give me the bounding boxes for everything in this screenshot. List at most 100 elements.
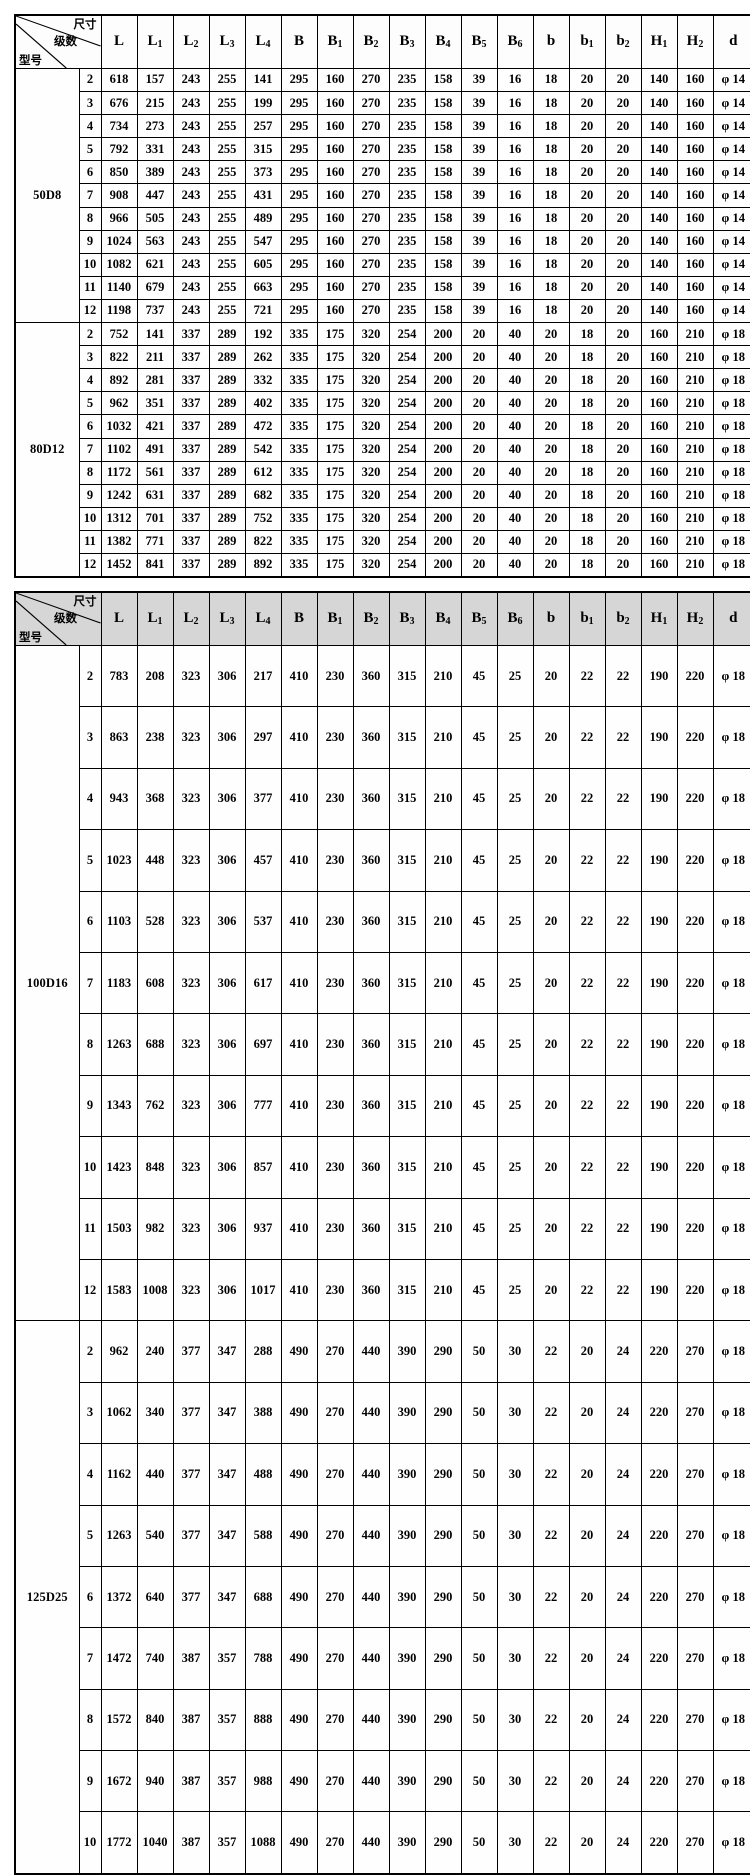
cell-B3: 235	[388, 160, 426, 185]
cell-b2: 22	[604, 890, 642, 954]
cell-B6: 40	[496, 552, 534, 578]
cell-B5: 50	[460, 1381, 498, 1445]
cell-H2: 270	[676, 1750, 714, 1813]
cell-b1: 20	[568, 1320, 606, 1383]
cell-H2: 160	[676, 275, 714, 300]
cell-L2: 337	[172, 414, 210, 439]
table-row: 11 1382 771 337 289 822 335 175 320 254 200 20 40 20 1…	[15, 529, 750, 554]
cell-L: 1452	[100, 552, 138, 578]
cell-L4: 612	[244, 460, 282, 485]
cell-L2: 243	[172, 114, 210, 139]
cell-b1: 18	[568, 391, 606, 416]
stage-count-cell: 6	[78, 1565, 102, 1629]
cell-b2: 22	[604, 1074, 642, 1138]
cell-L1: 157	[136, 67, 174, 93]
cell-B1: 270	[316, 1565, 354, 1629]
cell-B3: 390	[388, 1320, 426, 1383]
cell-L2: 337	[172, 483, 210, 508]
cell-d: φ 18	[712, 391, 750, 416]
cell-b1: 20	[568, 252, 606, 277]
cell-B2: 270	[352, 229, 390, 254]
column-header-subscript: 2	[624, 39, 630, 51]
cell-L: 1312	[100, 506, 138, 531]
cell-d: φ 18	[712, 414, 750, 439]
cell-b1: 20	[568, 1750, 606, 1813]
stage-count-cell: 11	[78, 529, 102, 554]
cell-L3: 255	[208, 183, 246, 208]
stage-axis-label: 级数	[54, 611, 77, 626]
column-header-subscript: 1	[662, 39, 668, 51]
cell-B4: 158	[424, 298, 462, 324]
column-header-base: L	[113, 33, 124, 50]
cell-B6: 25	[496, 706, 534, 769]
column-header-subscript: 3	[409, 616, 415, 628]
column-header-subscript: 3	[409, 39, 415, 51]
cell-B2: 320	[352, 391, 390, 416]
cell-d: φ 14	[712, 137, 750, 162]
cell-b1: 22	[568, 706, 606, 769]
cell-B1: 175	[316, 483, 354, 508]
cell-L4: 402	[244, 391, 282, 416]
column-header-L: L	[100, 591, 138, 647]
cell-b: 20	[532, 460, 570, 485]
column-header-base: b	[580, 610, 589, 627]
cell-B3: 390	[388, 1688, 426, 1752]
cell-b: 20	[532, 829, 570, 892]
table-row: 50D8 2 618 157 243 255 141 295 160 270 235 158 39 16 1…	[14, 67, 750, 324]
stage-count-cell: 4	[78, 368, 102, 393]
cell-L4: 588	[244, 1504, 282, 1567]
cell-H1: 190	[640, 890, 678, 954]
cell-b2: 20	[604, 206, 642, 231]
cell-B5: 39	[460, 183, 498, 208]
cell-b2: 24	[604, 1381, 642, 1445]
table-row: 125D25 2 962 240 377 347 288 490 270 440 390 290 50 3…	[14, 1320, 750, 1875]
cell-B: 490	[280, 1627, 318, 1690]
cell-H1: 160	[640, 322, 678, 347]
column-header-L2: L2	[172, 14, 210, 69]
cell-B1: 270	[316, 1320, 354, 1383]
cell-B6: 25	[496, 890, 534, 954]
column-header-base: B	[327, 610, 338, 627]
column-header-L1: L1	[136, 591, 174, 647]
cell-b2: 24	[604, 1565, 642, 1629]
cell-L: 783	[100, 645, 138, 708]
cell-B3: 315	[388, 1136, 426, 1199]
cell-B6: 30	[496, 1443, 534, 1506]
cell-B3: 235	[388, 114, 426, 139]
column-header-L4: L4	[244, 591, 282, 647]
column-header-subscript: 1	[337, 39, 343, 51]
cell-B1: 160	[316, 298, 354, 324]
column-header-subscript: 5	[481, 616, 487, 628]
cell-B3: 254	[388, 529, 426, 554]
cell-H2: 210	[676, 552, 714, 578]
cell-b2: 20	[604, 322, 642, 347]
cell-L2: 387	[172, 1688, 210, 1752]
cell-B3: 390	[388, 1565, 426, 1629]
cell-B2: 270	[352, 91, 390, 116]
cell-B5: 45	[460, 645, 498, 708]
cell-B5: 45	[460, 952, 498, 1015]
model-axis-label: 型号	[19, 630, 42, 644]
cell-H1: 220	[640, 1320, 678, 1383]
cell-b2: 24	[604, 1811, 642, 1875]
table-header-row: 尺寸 级数 型号 L L1 L2 L3 L4 B B1 B2 B3 B4 B5 B6 b b1 b2 H1 H2 d	[14, 14, 750, 69]
cell-d: φ 14	[712, 206, 750, 231]
cell-B4: 200	[424, 414, 462, 439]
cell-b: 22	[532, 1565, 570, 1629]
cell-H2: 220	[676, 706, 714, 769]
cell-B: 490	[280, 1381, 318, 1445]
column-header-B1: B1	[316, 591, 354, 647]
column-header-base: b	[616, 610, 625, 627]
column-header-B3: B3	[388, 14, 426, 69]
cell-L4: 1017	[244, 1258, 282, 1322]
column-header-base: H	[686, 610, 699, 627]
cell-H1: 220	[640, 1688, 678, 1752]
cell-L4: 663	[244, 275, 282, 300]
cell-d: φ 18	[712, 506, 750, 531]
cell-H2: 160	[676, 91, 714, 116]
cell-b2: 20	[604, 114, 642, 139]
cell-H2: 270	[676, 1811, 714, 1875]
cell-B1: 160	[316, 229, 354, 254]
cell-B5: 39	[460, 160, 498, 185]
cell-L4: 605	[244, 252, 282, 277]
